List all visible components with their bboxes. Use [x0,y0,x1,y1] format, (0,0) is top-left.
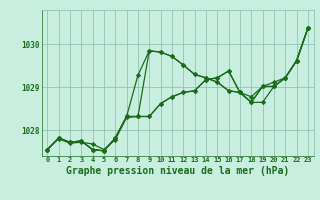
X-axis label: Graphe pression niveau de la mer (hPa): Graphe pression niveau de la mer (hPa) [66,166,289,176]
